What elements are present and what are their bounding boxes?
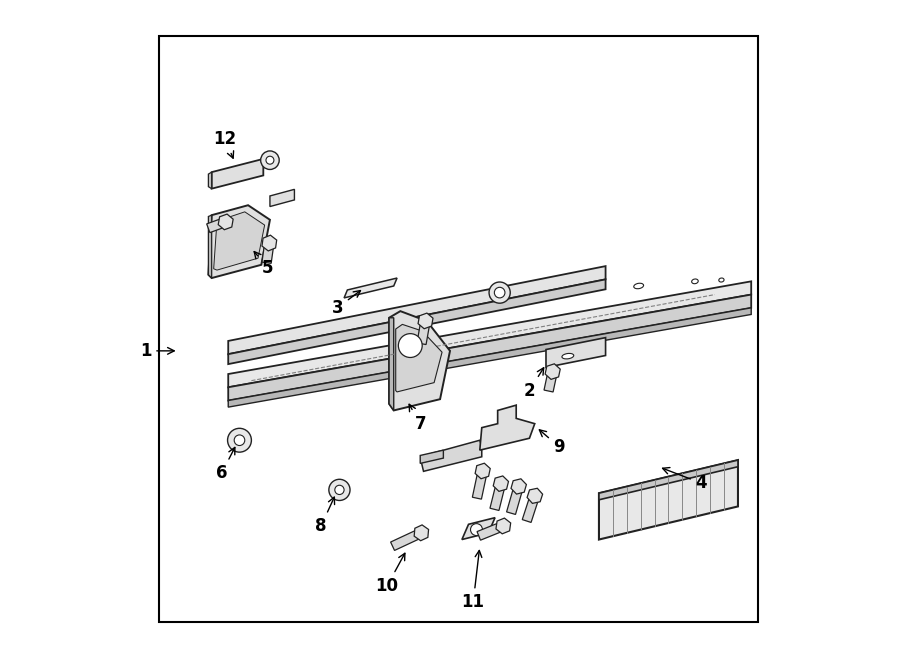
- Polygon shape: [522, 495, 539, 522]
- Circle shape: [234, 435, 245, 446]
- Polygon shape: [462, 518, 495, 540]
- Text: 3: 3: [331, 291, 361, 317]
- Polygon shape: [209, 172, 212, 189]
- Polygon shape: [544, 371, 557, 392]
- Circle shape: [228, 428, 251, 452]
- Text: 9: 9: [539, 430, 565, 456]
- Polygon shape: [475, 463, 491, 479]
- Polygon shape: [472, 470, 487, 499]
- Circle shape: [328, 479, 350, 500]
- Polygon shape: [496, 518, 510, 534]
- Polygon shape: [209, 215, 212, 278]
- Text: 4: 4: [662, 467, 707, 493]
- Ellipse shape: [719, 278, 724, 282]
- Ellipse shape: [562, 354, 573, 359]
- Polygon shape: [229, 266, 606, 354]
- Polygon shape: [262, 235, 276, 251]
- Polygon shape: [229, 279, 606, 364]
- Circle shape: [471, 524, 482, 536]
- Polygon shape: [421, 440, 482, 471]
- Circle shape: [494, 287, 505, 298]
- Polygon shape: [207, 218, 228, 232]
- Polygon shape: [229, 281, 752, 387]
- Polygon shape: [546, 338, 606, 367]
- Circle shape: [266, 156, 274, 164]
- Polygon shape: [490, 483, 506, 510]
- Polygon shape: [389, 318, 393, 410]
- Text: 1: 1: [140, 342, 175, 360]
- Polygon shape: [417, 320, 430, 344]
- Circle shape: [399, 334, 422, 357]
- Ellipse shape: [490, 291, 509, 299]
- Polygon shape: [527, 489, 543, 503]
- Polygon shape: [344, 278, 397, 298]
- Polygon shape: [212, 159, 264, 189]
- Text: 11: 11: [462, 550, 485, 612]
- Polygon shape: [418, 313, 433, 329]
- Text: 8: 8: [315, 497, 335, 536]
- Text: 7: 7: [410, 404, 426, 433]
- Polygon shape: [209, 205, 270, 278]
- Polygon shape: [396, 324, 442, 392]
- Polygon shape: [391, 529, 423, 550]
- Polygon shape: [270, 189, 294, 207]
- Polygon shape: [218, 214, 233, 230]
- Polygon shape: [229, 295, 752, 401]
- Text: 5: 5: [254, 252, 274, 277]
- Polygon shape: [507, 485, 523, 514]
- Polygon shape: [511, 479, 526, 494]
- Text: 6: 6: [216, 448, 235, 483]
- Polygon shape: [480, 405, 535, 450]
- Ellipse shape: [692, 279, 698, 284]
- Circle shape: [335, 485, 344, 495]
- Bar: [158, 36, 758, 622]
- Circle shape: [489, 282, 510, 303]
- Polygon shape: [414, 525, 428, 541]
- Circle shape: [261, 151, 279, 169]
- Polygon shape: [598, 460, 738, 500]
- Polygon shape: [598, 460, 738, 540]
- Polygon shape: [229, 308, 752, 407]
- Text: 12: 12: [213, 130, 237, 158]
- Polygon shape: [493, 476, 508, 491]
- Polygon shape: [389, 311, 450, 410]
- Polygon shape: [213, 212, 265, 270]
- Text: 10: 10: [375, 553, 405, 595]
- Polygon shape: [545, 364, 560, 379]
- Circle shape: [220, 223, 244, 247]
- Ellipse shape: [634, 283, 643, 289]
- Polygon shape: [262, 242, 274, 263]
- Text: 2: 2: [524, 368, 544, 400]
- Polygon shape: [420, 450, 444, 463]
- Polygon shape: [477, 522, 505, 540]
